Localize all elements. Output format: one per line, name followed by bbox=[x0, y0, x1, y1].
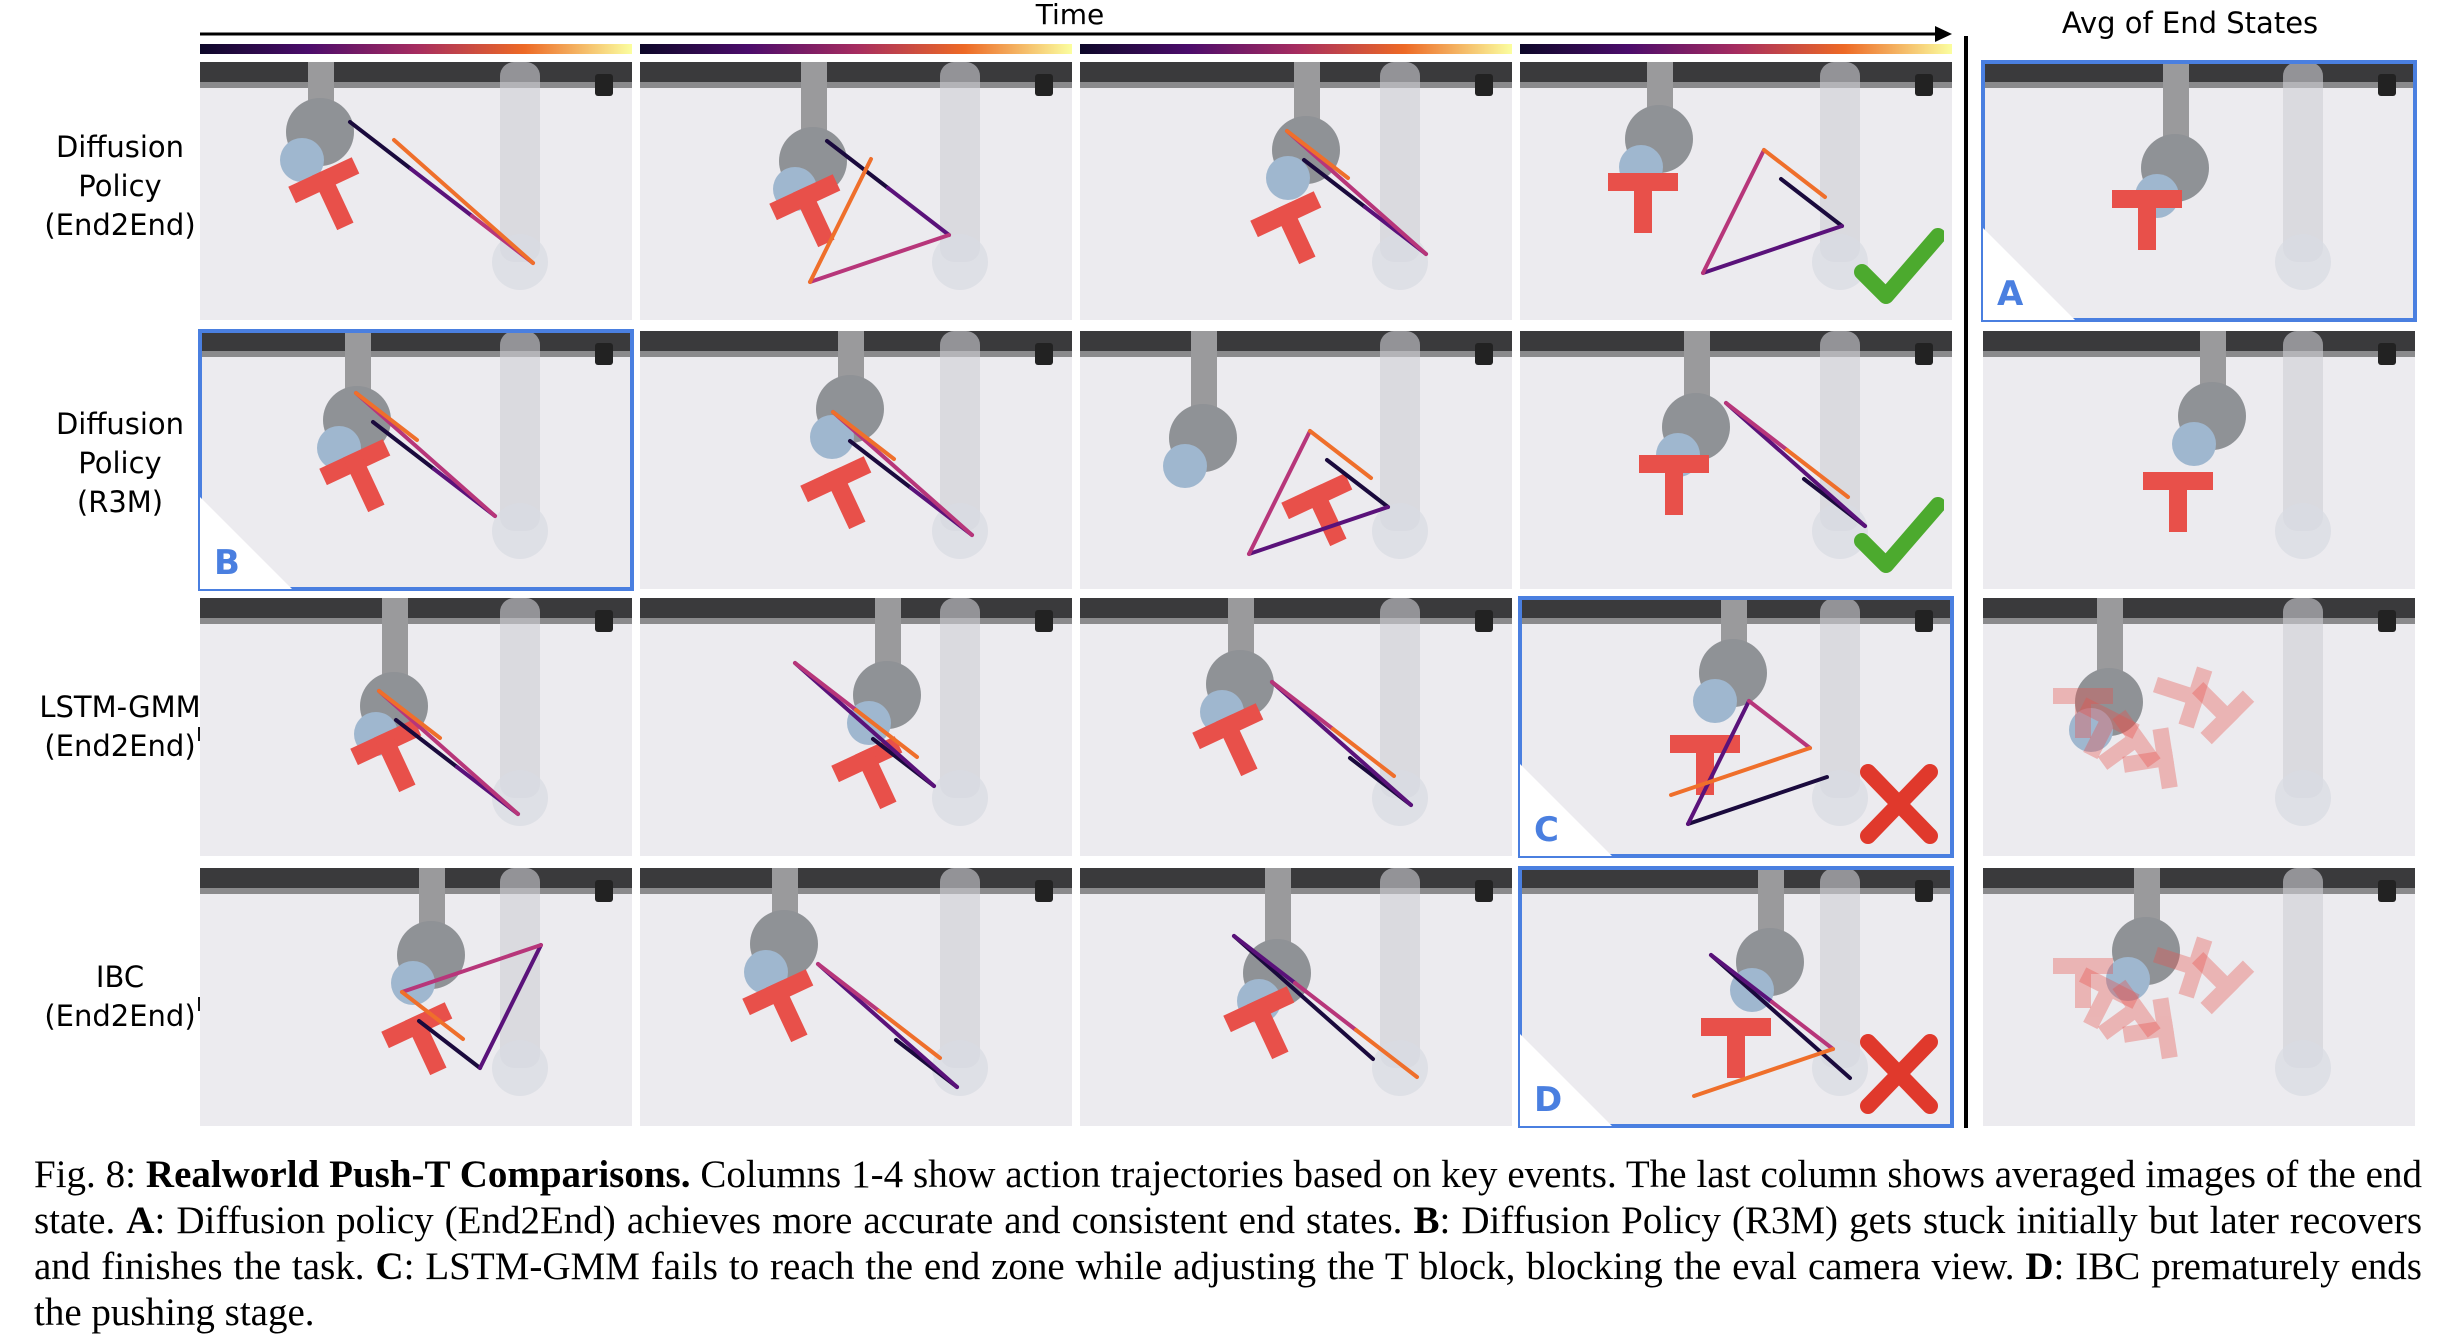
caption-key-b: B bbox=[1413, 1199, 1440, 1242]
trajectory-image-row-1-col-1 bbox=[200, 62, 632, 320]
badge-corner bbox=[200, 497, 292, 589]
trajectory-image-row-4-col-4: D bbox=[1518, 866, 1954, 1128]
row-label-diffusion-end2end: Diffusion Policy (End2End) bbox=[44, 130, 196, 242]
caption-text-c: : LSTM-GMM fails to reach the end zone w… bbox=[403, 1245, 2026, 1288]
check-icon bbox=[1854, 228, 1944, 304]
caption-intro: Columns 1-4 show action trajectories bas… bbox=[34, 1153, 2422, 1242]
trajectory-image-row-3-col-4: C bbox=[1518, 596, 1954, 858]
caption-text-d: : IBC prematurely ends the pushing stage… bbox=[34, 1245, 2422, 1334]
time-gradient-bar-4 bbox=[1520, 44, 1952, 54]
trajectory-image-row-2-col-3 bbox=[1080, 331, 1512, 589]
caption-title: Realworld Push-T Comparisons. bbox=[145, 1153, 691, 1196]
check-icon bbox=[1854, 497, 1944, 573]
caption-fig-number: Fig. 8: bbox=[34, 1153, 137, 1196]
avg-end-state-image-row-2 bbox=[1983, 331, 2415, 589]
trajectory-image-row-3-col-2 bbox=[640, 598, 1072, 856]
cross-icon bbox=[1860, 1034, 1938, 1114]
caption-key-d: D bbox=[2025, 1245, 2054, 1288]
caption-key-c: C bbox=[375, 1245, 404, 1288]
trajectory-image-row-2-col-1: B bbox=[198, 329, 634, 591]
avg-end-states-label: Avg of End States bbox=[2061, 6, 2319, 40]
trajectory-image-row-2-col-2 bbox=[640, 331, 1072, 589]
trajectory-image-row-4-col-2 bbox=[640, 868, 1072, 1126]
trajectory-image-row-3-col-1 bbox=[200, 598, 632, 856]
time-arrow bbox=[200, 26, 1952, 42]
row-label-ibc: IBC (End2End) bbox=[44, 960, 196, 1033]
column-divider bbox=[1964, 36, 1968, 1128]
badge-corner bbox=[1520, 764, 1612, 856]
trajectory-image-row-4-col-1 bbox=[200, 868, 632, 1126]
badge-letter-b: B bbox=[214, 543, 240, 583]
caption-key-a: A bbox=[126, 1199, 155, 1242]
trajectory-image-row-4-col-3 bbox=[1080, 868, 1512, 1126]
figure-caption: Fig. 8: Realworld Push-T Comparisons. Co… bbox=[34, 1152, 2422, 1336]
badge-corner bbox=[1983, 228, 2075, 320]
avg-end-state-image-row-3 bbox=[1983, 598, 2415, 856]
caption-text-b: : Diffusion Policy (R3M) gets stuck init… bbox=[34, 1199, 2422, 1288]
avg-end-state-image-row-1: A bbox=[1981, 60, 2417, 322]
row-label-lstm-gmm: LSTM-GMM (End2End) bbox=[39, 690, 201, 763]
trajectory-image-row-1-col-2 bbox=[640, 62, 1072, 320]
caption-text-a: : Diffusion policy (End2End) achieves mo… bbox=[154, 1199, 1414, 1242]
cross-icon bbox=[1860, 764, 1938, 844]
time-label: Time bbox=[1035, 0, 1105, 31]
badge-corner bbox=[1520, 1034, 1612, 1126]
row-label-diffusion-r3m: Diffusion Policy (R3M) bbox=[55, 407, 185, 519]
trajectory-image-row-1-col-4 bbox=[1520, 62, 1952, 320]
badge-letter-d: D bbox=[1534, 1080, 1563, 1120]
trajectory-image-row-2-col-4 bbox=[1520, 331, 1952, 589]
badge-letter-c: C bbox=[1534, 810, 1559, 850]
badge-letter-a: A bbox=[1997, 274, 2024, 314]
trajectory-image-row-3-col-3 bbox=[1080, 598, 1512, 856]
trajectory-image-row-1-col-3 bbox=[1080, 62, 1512, 320]
avg-end-state-image-row-4 bbox=[1983, 868, 2415, 1126]
time-gradient-bar-1 bbox=[200, 44, 632, 54]
time-gradient-bar-3 bbox=[1080, 44, 1512, 54]
time-gradient-bar-2 bbox=[640, 44, 1072, 54]
